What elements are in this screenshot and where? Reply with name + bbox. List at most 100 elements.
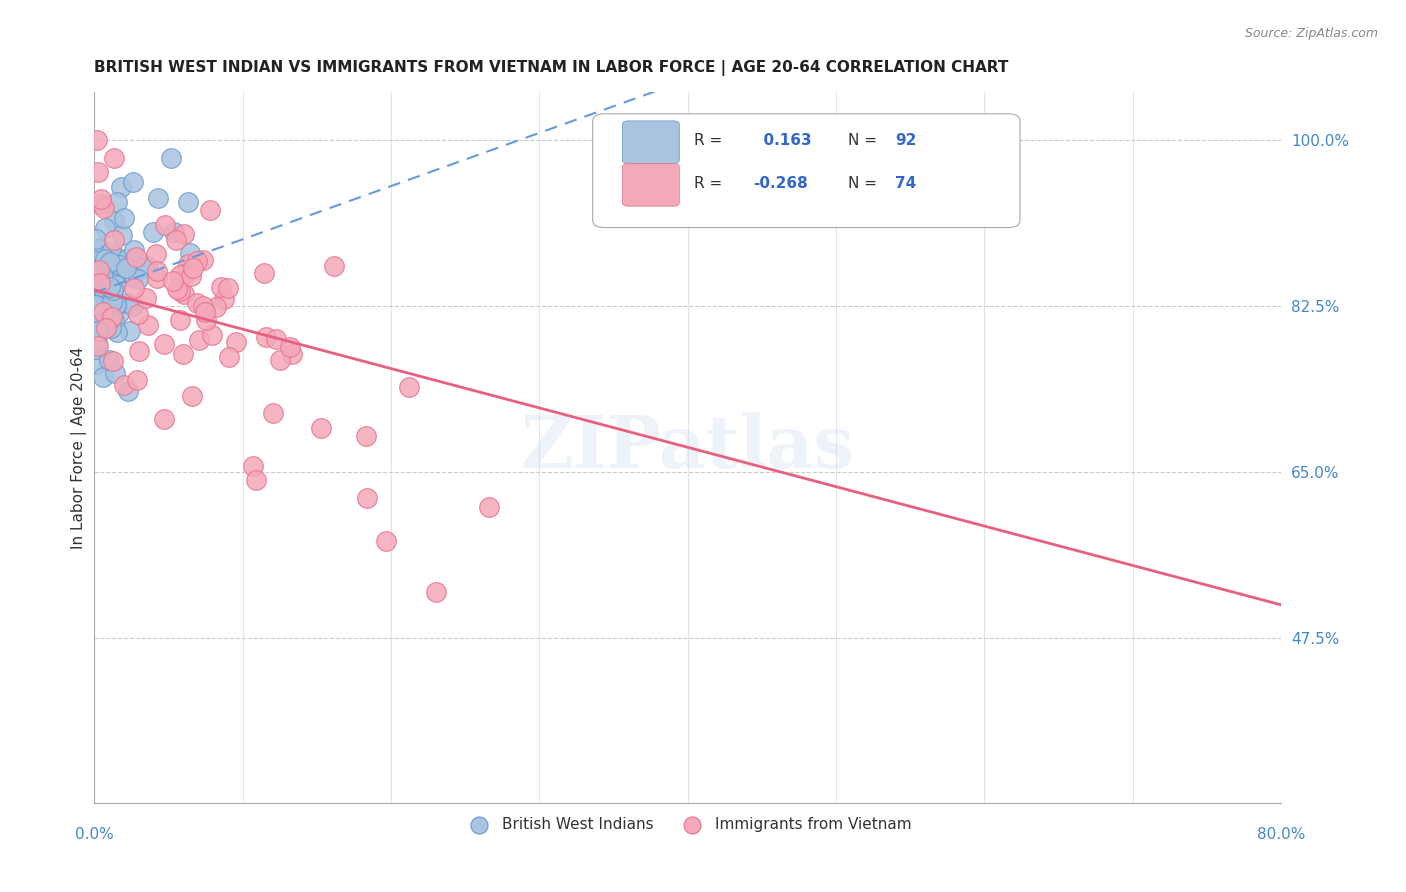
Immigrants from Vietnam [145, 246, 167, 260]
Immigrants from Vietnam [169, 268, 191, 283]
Text: N =: N = [848, 133, 882, 148]
British West Indians [142, 226, 165, 240]
British West Indians [91, 320, 114, 334]
Immigrants from Vietnam [155, 219, 177, 233]
British West Indians [84, 357, 107, 371]
FancyBboxPatch shape [593, 114, 1019, 227]
Immigrants from Vietnam [166, 282, 188, 296]
British West Indians [135, 260, 157, 274]
British West Indians [86, 334, 108, 349]
Immigrants from Vietnam [177, 257, 200, 271]
Text: R =: R = [693, 133, 727, 148]
British West Indians [90, 244, 112, 258]
British West Indians [100, 245, 122, 260]
Immigrants from Vietnam [356, 429, 378, 443]
Immigrants from Vietnam [162, 274, 184, 288]
Immigrants from Vietnam [398, 379, 420, 393]
Immigrants from Vietnam [209, 280, 232, 294]
British West Indians [127, 272, 149, 286]
Text: R =: R = [693, 176, 727, 191]
Immigrants from Vietnam [165, 233, 187, 247]
British West Indians [97, 301, 120, 315]
Immigrants from Vietnam [125, 374, 148, 388]
British West Indians [122, 270, 145, 285]
British West Indians [98, 353, 121, 368]
British West Indians [103, 213, 125, 227]
British West Indians [89, 279, 111, 293]
Immigrants from Vietnam [172, 346, 194, 360]
British West Indians [98, 280, 121, 294]
British West Indians [115, 296, 138, 310]
British West Indians [103, 314, 125, 328]
Text: 80.0%: 80.0% [1257, 827, 1305, 842]
British West Indians [117, 384, 139, 398]
FancyBboxPatch shape [623, 121, 679, 163]
Immigrants from Vietnam [93, 201, 115, 215]
Immigrants from Vietnam [169, 312, 191, 326]
Immigrants from Vietnam [245, 474, 267, 488]
Immigrants from Vietnam [183, 260, 205, 275]
British West Indians [89, 307, 111, 321]
British West Indians [100, 321, 122, 335]
British West Indians [84, 232, 107, 246]
British West Indians [112, 260, 135, 274]
British West Indians [87, 242, 110, 256]
Text: ZIPatlas: ZIPatlas [520, 412, 855, 483]
Immigrants from Vietnam [103, 233, 125, 247]
British West Indians [115, 260, 138, 275]
Immigrants from Vietnam [181, 389, 204, 403]
British West Indians [108, 258, 131, 272]
Immigrants from Vietnam [269, 353, 291, 368]
British West Indians [121, 175, 143, 189]
Immigrants from Vietnam [136, 318, 159, 332]
British West Indians [104, 249, 127, 263]
British West Indians [160, 151, 183, 165]
British West Indians [104, 278, 127, 293]
British West Indians [101, 308, 124, 322]
Text: BRITISH WEST INDIAN VS IMMIGRANTS FROM VIETNAM IN LABOR FORCE | AGE 20-64 CORREL: BRITISH WEST INDIAN VS IMMIGRANTS FROM V… [94, 60, 1008, 76]
Immigrants from Vietnam [200, 203, 222, 218]
British West Indians [94, 220, 117, 235]
British West Indians [94, 252, 117, 267]
British West Indians [110, 228, 132, 243]
Immigrants from Vietnam [195, 312, 218, 326]
British West Indians [91, 251, 114, 265]
Immigrants from Vietnam [152, 336, 174, 351]
British West Indians [97, 306, 120, 320]
British West Indians [91, 369, 114, 384]
Immigrants from Vietnam [212, 292, 235, 306]
British West Indians [132, 261, 155, 276]
British West Indians [101, 296, 124, 310]
British West Indians [84, 333, 107, 347]
British West Indians [108, 306, 131, 320]
British West Indians [84, 263, 107, 277]
Immigrants from Vietnam [176, 266, 198, 280]
British West Indians [124, 243, 146, 257]
British West Indians [93, 319, 115, 334]
British West Indians [163, 225, 186, 239]
Immigrants from Vietnam [87, 339, 110, 353]
British West Indians [105, 298, 128, 312]
British West Indians [100, 295, 122, 310]
Immigrants from Vietnam [153, 412, 176, 426]
Immigrants from Vietnam [218, 350, 240, 364]
British West Indians [84, 297, 107, 311]
British West Indians [84, 294, 107, 309]
British West Indians [84, 310, 107, 324]
British West Indians [86, 301, 108, 315]
British West Indians [110, 180, 132, 194]
Immigrants from Vietnam [322, 259, 344, 273]
Immigrants from Vietnam [478, 500, 501, 514]
Immigrants from Vietnam [173, 227, 195, 242]
British West Indians [86, 311, 108, 326]
Text: 92: 92 [896, 133, 917, 148]
Immigrants from Vietnam [94, 321, 117, 335]
British West Indians [105, 275, 128, 289]
Immigrants from Vietnam [145, 270, 167, 285]
Immigrants from Vietnam [264, 332, 287, 346]
British West Indians [93, 270, 115, 285]
Immigrants from Vietnam [186, 295, 208, 310]
Text: 0.163: 0.163 [754, 133, 811, 148]
Immigrants from Vietnam [128, 343, 150, 358]
British West Indians [120, 324, 142, 338]
